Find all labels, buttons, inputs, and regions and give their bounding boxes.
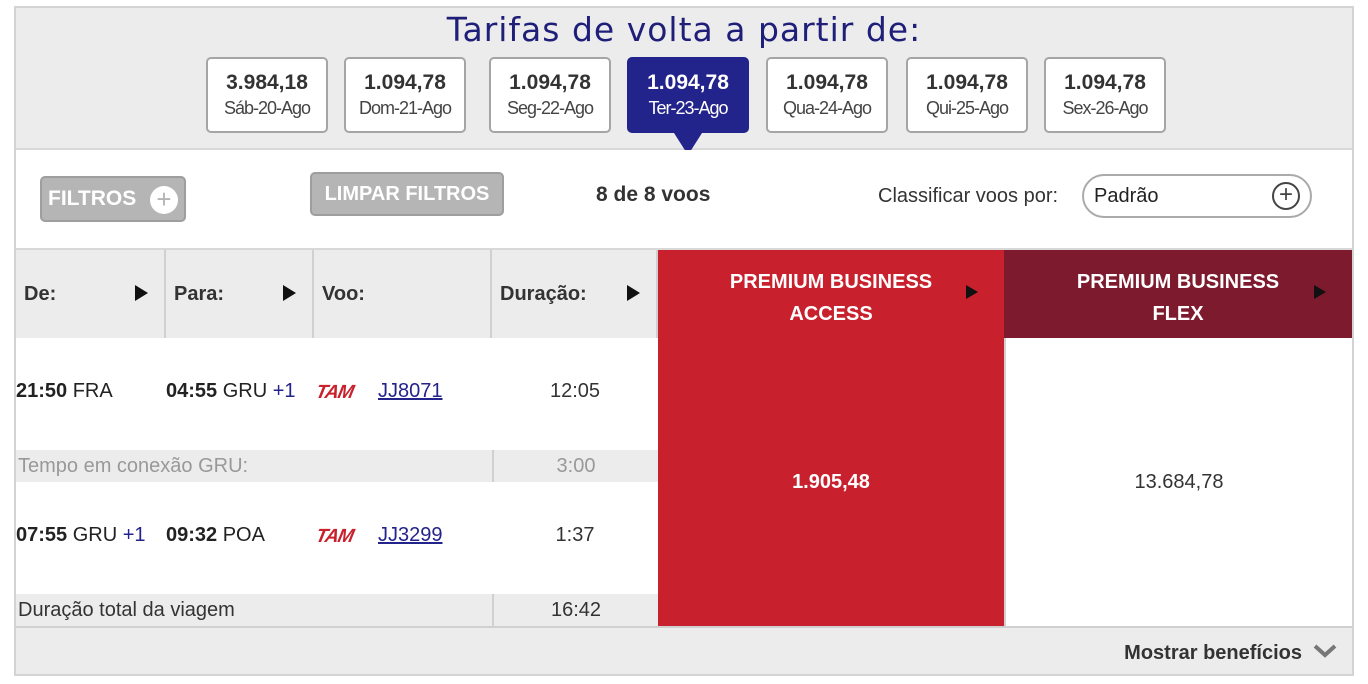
column-label: Voo: [322, 283, 365, 305]
date-price: 1.094,78 [1064, 71, 1146, 94]
date-day: Qua-24-Ago [782, 98, 872, 118]
flight-segment: 07:55 GRU +1 09:32 POA TAM JJ3299 1:37 [16, 482, 658, 592]
flight-count: 8 de 8 voos [596, 183, 711, 206]
plus-circle-icon: + [1272, 182, 1300, 210]
total-duration-row: Duração total da viagem 16:42 [16, 594, 658, 626]
total-duration-value: 16:42 [492, 594, 658, 626]
fare-premium-business-access[interactable]: 1.905,48 [658, 338, 1004, 626]
column-label: Duração: [500, 283, 587, 305]
results-footer: Mostrar benefícios [16, 626, 1352, 674]
plus-circle-icon: + [150, 186, 178, 214]
date-price: 1.094,78 [647, 71, 729, 94]
date-price: 1.094,78 [364, 71, 446, 94]
show-benefits-link[interactable]: Mostrar benefícios [1124, 642, 1302, 664]
arrival: 04:55 GRU +1 [166, 380, 296, 402]
filters-label: FILTROS [48, 187, 137, 210]
flight-number-link[interactable]: JJ8071 [378, 380, 443, 402]
sort-label: Classificar voos por: [878, 185, 1059, 207]
column-label: Para: [174, 283, 225, 305]
column-label: De: [24, 283, 57, 305]
column-premium-business-access[interactable]: PREMIUM BUSINESS ACCESS [658, 250, 1004, 338]
column-premium-business-flex[interactable]: PREMIUM BUSINESS FLEX [1004, 250, 1352, 338]
date-day: Seg-22-Ago [506, 98, 594, 118]
date-day: Sáb-20-Ago [223, 98, 311, 118]
flight-segment: 21:50 FRA 04:55 GRU +1 TAM JJ8071 12:05 [16, 338, 658, 448]
total-duration-label: Duração total da viagem [18, 599, 235, 621]
departure: 07:55 GRU +1 [16, 524, 146, 546]
fare-title-line: PREMIUM BUSINESS [1076, 271, 1280, 293]
date-price: 3.984,18 [226, 71, 308, 94]
date-option-sab-20[interactable]: 3.984,18 Sáb-20-Ago [206, 57, 328, 133]
departure: 21:50 FRA [16, 380, 113, 402]
fare-title-line: FLEX [1152, 303, 1204, 325]
selected-date-pointer [674, 133, 702, 155]
date-day: Sex-26-Ago [1062, 98, 1148, 118]
triangle-right-icon [1314, 285, 1326, 299]
date-option-ter-23-selected[interactable]: 1.094,78 Ter-23-Ago [627, 57, 749, 133]
column-para[interactable]: Para: [166, 250, 314, 338]
flight-number-link[interactable]: JJ3299 [378, 524, 443, 546]
return-date-selector: Tarifas de volta a partir de: 3.984,18 S… [16, 8, 1352, 150]
connection-label: Tempo em conexão GRU: [18, 455, 249, 477]
fare-title-line: PREMIUM BUSINESS [729, 271, 933, 293]
triangle-right-icon [966, 285, 978, 299]
date-selector-title: Tarifas de volta a partir de: [446, 10, 922, 49]
date-day: Ter-23-Ago [648, 98, 728, 118]
date-option-dom-21[interactable]: 1.094,78 Dom-21-Ago [344, 57, 466, 133]
sort-value: Padrão [1094, 185, 1159, 207]
date-option-sex-26[interactable]: 1.094,78 Sex-26-Ago [1044, 57, 1166, 133]
date-price: 1.094,78 [509, 71, 591, 94]
segment-duration: 12:05 [549, 380, 601, 402]
flight-results-panel: Tarifas de volta a partir de: 3.984,18 S… [14, 6, 1354, 676]
results-column-header: De: Para: Voo: Duração: PREMIUM BUSINESS… [16, 250, 1352, 338]
date-day: Qui-25-Ago [925, 98, 1009, 118]
column-voo: Voo: [314, 250, 492, 338]
connection-time-row: Tempo em conexão GRU: 3:00 [16, 450, 658, 482]
triangle-right-icon [283, 285, 296, 301]
tam-airline-logo: TAM [313, 382, 356, 403]
arrival: 09:32 POA [166, 524, 265, 546]
date-option-qua-24[interactable]: 1.094,78 Qua-24-Ago [766, 57, 888, 133]
segment-duration: 1:37 [555, 524, 595, 546]
date-day: Dom-21-Ago [358, 98, 452, 118]
column-duracao[interactable]: Duração: [492, 250, 658, 338]
clear-filters-button[interactable]: LIMPAR FILTROS [310, 172, 504, 216]
fare-premium-business-flex[interactable]: 13.684,78 [1004, 338, 1352, 626]
date-option-qui-25[interactable]: 1.094,78 Qui-25-Ago [906, 57, 1028, 133]
filter-bar: FILTROS + LIMPAR FILTROS 8 de 8 voos Cla… [16, 150, 1352, 250]
triangle-right-icon [135, 285, 148, 301]
triangle-right-icon [627, 285, 640, 301]
filters-button[interactable]: FILTROS + [40, 176, 186, 222]
column-de[interactable]: De: [16, 250, 166, 338]
date-price: 1.094,78 [786, 71, 868, 94]
fare-title-line: ACCESS [789, 303, 873, 325]
sort-select[interactable]: Padrão + [1082, 174, 1312, 218]
flight-itinerary: 21:50 FRA 04:55 GRU +1 TAM JJ8071 12:05 … [16, 338, 658, 626]
chevron-down-icon[interactable] [1312, 638, 1338, 664]
date-price: 1.094,78 [926, 71, 1008, 94]
date-option-seg-22[interactable]: 1.094,78 Seg-22-Ago [489, 57, 611, 133]
tam-airline-logo: TAM [313, 526, 356, 547]
connection-value: 3:00 [492, 450, 658, 482]
